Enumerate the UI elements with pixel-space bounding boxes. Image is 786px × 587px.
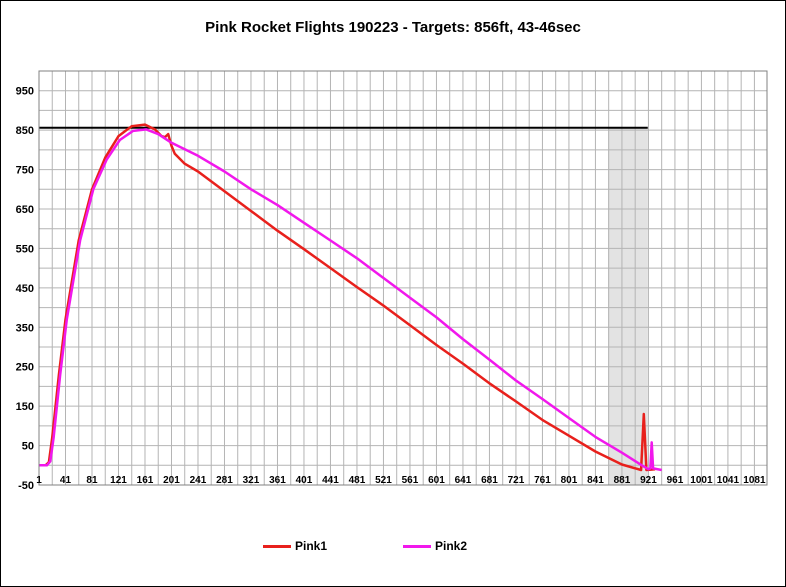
y-tick-label: 450 <box>16 283 34 295</box>
x-tick-label: 321 <box>243 475 260 486</box>
y-tick-label: 950 <box>16 86 34 98</box>
x-tick-label: 521 <box>375 475 392 486</box>
x-tick-label: 41 <box>60 475 72 486</box>
x-tick-label: 81 <box>86 475 98 486</box>
legend: Pink1 Pink2 <box>1 535 785 557</box>
x-tick-label: 121 <box>110 475 127 486</box>
x-tick-label: 601 <box>428 475 445 486</box>
y-tick-label: -50 <box>18 480 34 492</box>
x-tick-label: 681 <box>481 475 498 486</box>
y-tick-label: 550 <box>16 243 34 255</box>
x-tick-label: 761 <box>534 475 551 486</box>
plot-border <box>38 70 768 486</box>
x-tick-label: 921 <box>640 475 657 486</box>
x-tick-label: 1001 <box>690 475 713 486</box>
y-tick-label: 350 <box>16 322 34 334</box>
x-tick-label: 1081 <box>743 475 766 486</box>
x-tick-label: 841 <box>587 475 604 486</box>
x-tick-label: 281 <box>216 475 233 486</box>
y-tick-label: 750 <box>16 165 34 177</box>
x-tick-label: 161 <box>137 475 154 486</box>
x-tick-label: 801 <box>561 475 578 486</box>
legend-label: Pink1 <box>295 539 328 553</box>
y-tick-label: 150 <box>16 401 34 413</box>
y-tick-label: 50 <box>22 441 34 453</box>
x-tick-label: 961 <box>667 475 684 486</box>
x-tick-label: 201 <box>163 475 180 486</box>
x-tick-label: 721 <box>508 475 525 486</box>
x-tick-label: 1 <box>36 475 42 486</box>
series-line-pink1 <box>39 123 656 472</box>
x-tick-label: 361 <box>269 475 286 486</box>
x-tick-label: 881 <box>614 475 631 486</box>
x-tick-label: 401 <box>296 475 313 486</box>
y-tick-label: 850 <box>16 125 34 137</box>
plot-background <box>39 71 767 485</box>
series-line-pink2 <box>39 128 662 472</box>
legend-swatch <box>403 544 431 548</box>
y-tick-label: 250 <box>16 362 34 374</box>
x-tick-label: 561 <box>402 475 419 486</box>
legend-swatch <box>263 544 291 548</box>
x-tick-label: 441 <box>322 475 339 486</box>
x-tick-label: 481 <box>349 475 366 486</box>
chart-title: Pink Rocket Flights 190223 - Targets: 85… <box>205 19 581 36</box>
x-tick-label: 1041 <box>717 475 740 486</box>
x-tick-label: 241 <box>190 475 207 486</box>
legend-label: Pink2 <box>435 539 468 553</box>
legend-item-pink2: Pink2 <box>403 535 467 557</box>
legend-item-pink1: Pink1 <box>263 535 327 557</box>
x-tick-label: 641 <box>455 475 472 486</box>
y-tick-label: 650 <box>16 204 34 216</box>
